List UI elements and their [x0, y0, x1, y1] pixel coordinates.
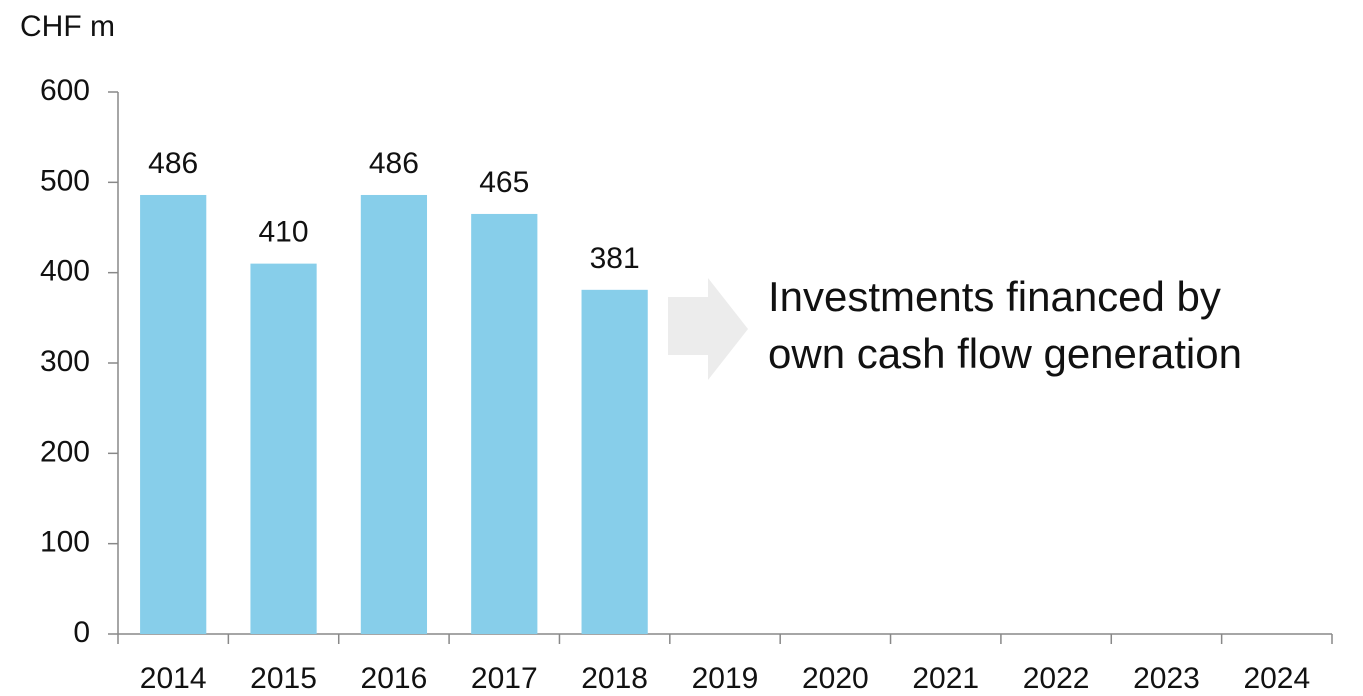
data-label: 381 — [590, 242, 640, 275]
x-tick-label: 2019 — [692, 662, 759, 695]
bar — [250, 263, 317, 634]
x-tick-label: 2014 — [140, 662, 207, 695]
bar — [581, 289, 648, 634]
y-tick-label: 100 — [40, 526, 90, 559]
data-label: 465 — [479, 166, 529, 199]
bar — [360, 194, 428, 635]
data-label: 486 — [148, 147, 198, 180]
x-tick-label: 2023 — [1133, 662, 1200, 695]
bar — [471, 213, 538, 634]
y-tick-label: 200 — [40, 435, 90, 468]
x-tick-label: 2017 — [471, 662, 538, 695]
x-tick-label: 2015 — [250, 662, 317, 695]
y-axis-label: CHF m — [20, 10, 115, 43]
x-tick-label: 2020 — [802, 662, 869, 695]
y-tick-label: 0 — [73, 616, 90, 649]
y-tick-label: 500 — [40, 164, 90, 197]
x-tick-label: 2024 — [1243, 662, 1310, 695]
annotation-arrow — [668, 278, 748, 380]
x-tick-label: 2018 — [581, 662, 648, 695]
y-tick-label: 600 — [40, 74, 90, 107]
x-tick-label: 2021 — [912, 662, 979, 695]
annotation-line: own cash flow generation — [768, 330, 1242, 377]
y-tick-label: 300 — [40, 345, 90, 378]
x-tick-label: 2016 — [361, 662, 428, 695]
x-tick-label: 2022 — [1023, 662, 1090, 695]
annotation-line: Investments financed by — [768, 273, 1221, 320]
bar — [140, 194, 207, 635]
y-tick-label: 400 — [40, 255, 90, 288]
data-label: 410 — [259, 216, 309, 249]
data-label: 486 — [369, 147, 419, 180]
